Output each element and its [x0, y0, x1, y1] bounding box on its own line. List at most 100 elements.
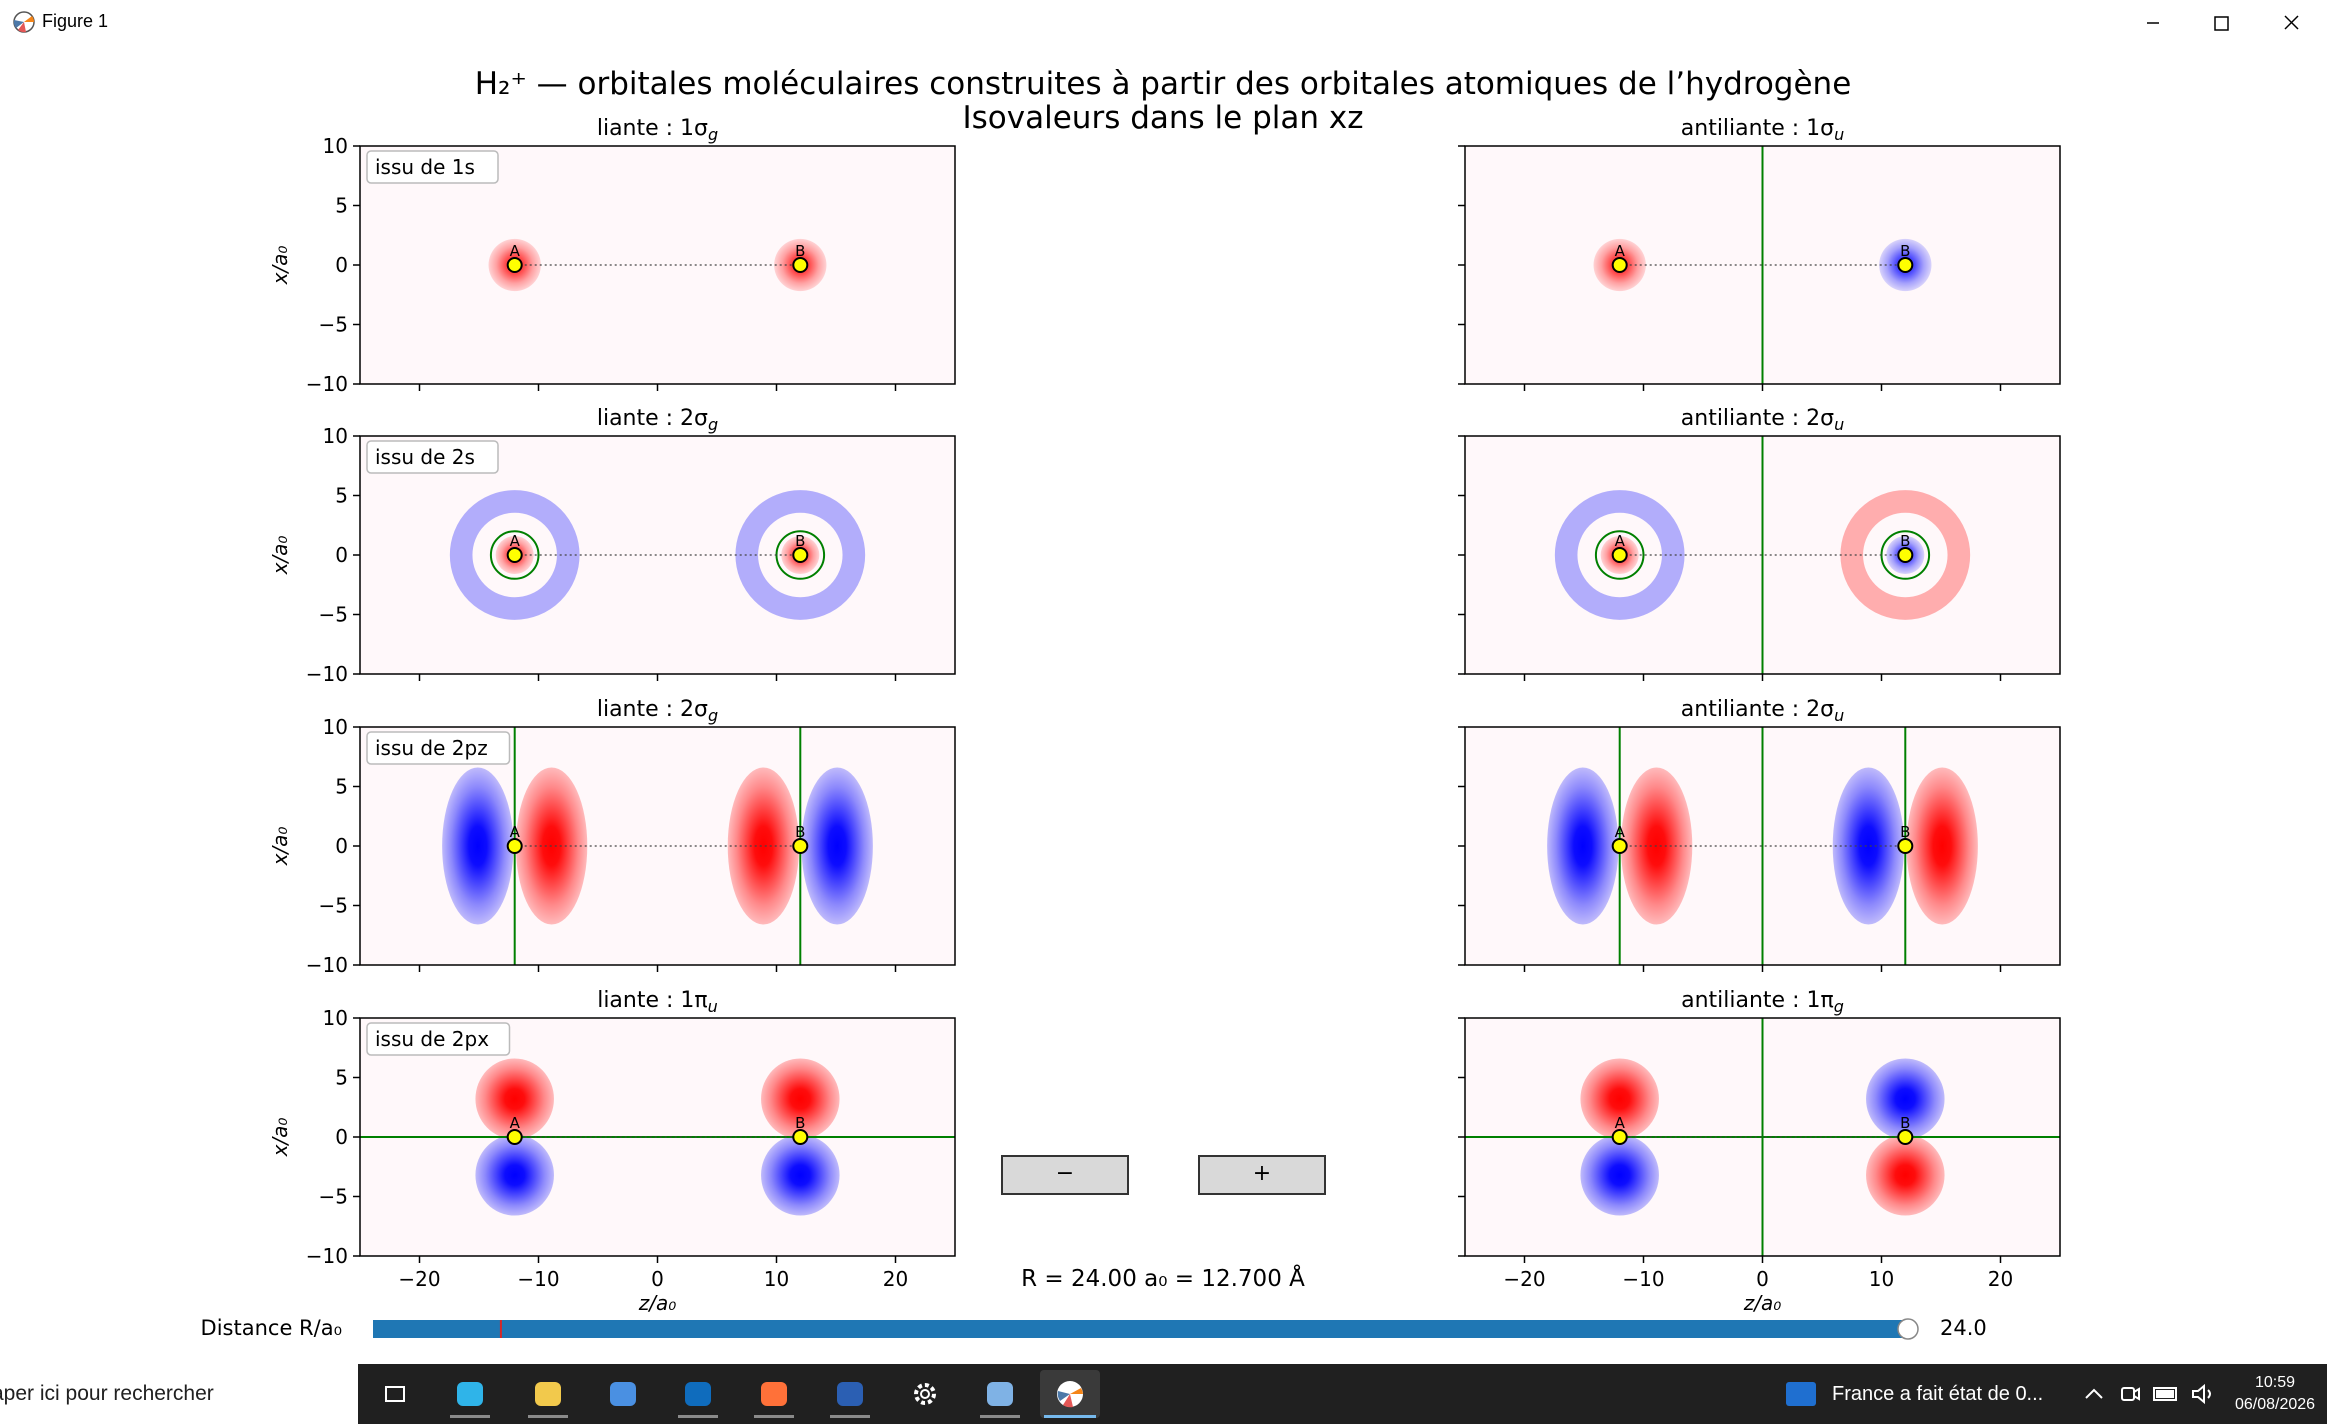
slider-fill: [373, 1320, 1908, 1338]
battery-icon[interactable]: [2152, 1382, 2180, 1406]
running-indicator: [754, 1415, 794, 1418]
figure-suptitle-line1: H₂⁺ — orbitales moléculaires construites…: [475, 66, 1852, 102]
panel-2-liante-ylabel: x/a₀: [268, 536, 292, 576]
panel-1-liante-ylabel: x/a₀: [268, 246, 292, 286]
powershell-taskbar-button[interactable]: [820, 1370, 880, 1418]
firefox-taskbar-button[interactable]: [744, 1370, 804, 1418]
panel-1-liante-ytick-label: −5: [319, 313, 348, 337]
panel-4-liante-ytick-label: 10: [323, 1006, 348, 1030]
panel-4-antiliante-xlabel: z/a₀: [1743, 1291, 1782, 1315]
taskbar: aper ici pour rechercher France a fait é…: [0, 1364, 2327, 1424]
minimize-button[interactable]: [2118, 0, 2188, 46]
panel-1-liante-title: liante : 1σg: [597, 116, 718, 144]
panel-1-liante-ytick-label: −10: [306, 372, 348, 396]
panel-1-antiliante-nucleus-B: [1897, 257, 1914, 273]
panel-4-liante-lobe-positive: [761, 1058, 840, 1140]
panel-3-liante-nucleus-label-A: A: [510, 823, 521, 841]
powershell-icon: [837, 1382, 863, 1406]
panel-3-liante-nucleus-A: [506, 838, 523, 854]
panel-2-antiliante-2s-node-circle: [1594, 530, 1645, 580]
increase-r-button[interactable]: +: [1198, 1155, 1326, 1195]
panel-4-liante-ytick-label: −5: [319, 1185, 348, 1209]
panel-4-antiliante-xtick-label: −20: [1503, 1267, 1545, 1291]
panel-4-liante-source-box: [366, 1022, 511, 1056]
edge-taskbar-button[interactable]: [440, 1370, 500, 1418]
maximize-button[interactable]: [2186, 0, 2256, 46]
panel-4-antiliante-lobe-negative: [1580, 1134, 1659, 1216]
close-button[interactable]: [2256, 0, 2326, 46]
panel-2-liante-2s-node-circle: [489, 530, 540, 580]
panel-3-liante-nucleus-B: [792, 838, 809, 854]
news-widget-icon[interactable]: [1786, 1382, 1816, 1406]
task-view-icon: [385, 1386, 405, 1402]
panel-4-liante-ytick-label: 5: [335, 1066, 348, 1090]
panel-4-liante-nucleus-B: [792, 1129, 809, 1145]
panel-4-antiliante-nucleus-B: [1897, 1129, 1914, 1145]
store-taskbar-button[interactable]: [593, 1370, 653, 1418]
chevron-up-icon[interactable]: [2082, 1382, 2106, 1406]
taskbar-search-input[interactable]: aper ici pour rechercher: [0, 1364, 358, 1424]
panel-4-antiliante-lobe-positive: [1580, 1058, 1659, 1140]
clock-date: 06/08/2026: [2234, 1396, 2316, 1413]
notepad-icon: [987, 1382, 1013, 1406]
outlook-icon: [685, 1382, 711, 1406]
news-widget-text[interactable]: France a fait état de 0...: [1832, 1383, 2044, 1405]
clock-time: 10:59: [2254, 1374, 2296, 1391]
panel-2-liante-ytick-label: 10: [323, 424, 348, 448]
running-indicator: [1044, 1415, 1096, 1418]
panel-3-antiliante-nucleus-label-B: B: [1900, 823, 1910, 841]
panel-1-liante-source-box: [366, 150, 499, 184]
panel-3-liante-lobe-negative: [801, 767, 873, 925]
outlook-taskbar-button[interactable]: [668, 1370, 728, 1418]
slider-value: 24.0: [1940, 1316, 1987, 1340]
panel-4-antiliante-title: antiliante : 1πg: [1681, 988, 1844, 1016]
panel-4-liante-xtick-label: −20: [398, 1267, 440, 1291]
panel-1-liante-ytick-label: 5: [335, 194, 348, 218]
panel-1-liante-source-label: issu de 1s: [375, 155, 475, 179]
matplotlib-taskbar-button[interactable]: [1040, 1370, 1100, 1418]
meet-now-icon[interactable]: [2118, 1382, 2142, 1406]
slider-handle[interactable]: [1897, 1318, 1919, 1340]
panel-4-liante-nucleus-A: [506, 1129, 523, 1145]
panel-2-liante-nucleus-B: [792, 547, 809, 563]
taskbar-clock[interactable]: 10:59 06/08/2026: [2230, 1372, 2320, 1416]
panel-2-liante-title: liante : 2σg: [597, 406, 718, 434]
task-view-taskbar-button[interactable]: [365, 1370, 425, 1418]
panel-3-antiliante-nucleus-B: [1897, 838, 1914, 854]
panel-4-antiliante-lobe-negative: [1866, 1058, 1945, 1140]
panel-4-liante-xtick-label: 20: [883, 1267, 908, 1291]
panel-2-liante-2s-ring: [735, 490, 866, 620]
panel-1-liante-nucleus-label-A: A: [510, 242, 521, 260]
notepad-taskbar-button[interactable]: [970, 1370, 1030, 1418]
panel-2-liante-ytick-label: −5: [319, 603, 348, 627]
panel-1-liante-nucleus-B: [792, 257, 809, 273]
distance-slider[interactable]: [373, 1318, 1919, 1340]
slider-label-text: Distance R/a₀: [201, 1316, 342, 1340]
panel-4-liante-nucleus-label-B: B: [795, 1114, 805, 1132]
panel-4-antiliante-nucleus-label-A: A: [1615, 1114, 1626, 1132]
panel-4-antiliante-xtick-label: 10: [1869, 1267, 1894, 1291]
panel-4-liante-xtick-label: 10: [764, 1267, 789, 1291]
panel-2-liante-source-box: [366, 440, 499, 474]
decrease-r-button[interactable]: −: [1001, 1155, 1129, 1195]
volume-icon[interactable]: [2190, 1382, 2216, 1406]
distance-readout: R = 24.00 a₀ = 12.700 Å: [1021, 1264, 1305, 1292]
panel-3-antiliante-lobe-negative: [1832, 767, 1905, 925]
file-explorer-taskbar-button[interactable]: [518, 1370, 578, 1418]
panel-2-antiliante-2s-ring: [1554, 490, 1685, 620]
panel-2-liante-2s-ring: [449, 490, 580, 620]
panel-1-antiliante-nucleus-label-A: A: [1615, 242, 1626, 260]
panel-1-antiliante-nucleus-label-B: B: [1900, 242, 1910, 260]
panel-3-liante-ytick-label: 5: [335, 775, 348, 799]
panel-3-antiliante-nucleus-A: [1611, 838, 1628, 854]
panel-2-liante-nucleus-A: [506, 547, 523, 563]
settings-taskbar-button[interactable]: [895, 1370, 955, 1418]
